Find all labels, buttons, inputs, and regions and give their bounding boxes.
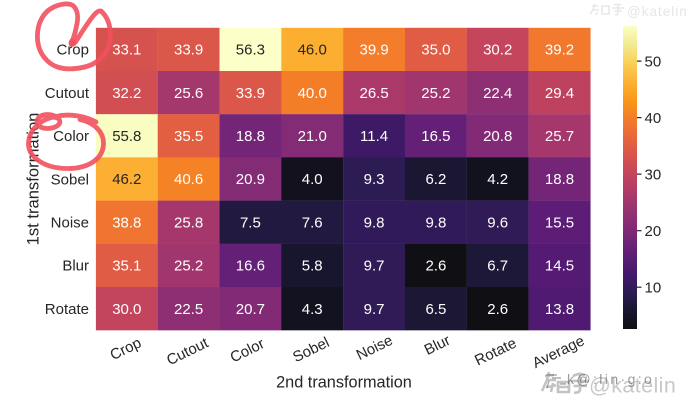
svg-text:56.3: 56.3 — [236, 42, 265, 59]
svg-text:6.7: 6.7 — [487, 258, 508, 275]
svg-text:9.3: 9.3 — [364, 171, 385, 188]
svg-text:20.7: 20.7 — [236, 301, 265, 318]
svg-text:30: 30 — [645, 166, 662, 183]
svg-text:Color: Color — [53, 128, 89, 145]
svg-text:11.4: 11.4 — [360, 128, 388, 145]
svg-text:2.6: 2.6 — [425, 258, 446, 275]
svg-text:@katelin: @katelin — [627, 4, 688, 19]
svg-text:39.9: 39.9 — [359, 42, 388, 59]
svg-text:7.6: 7.6 — [302, 214, 323, 231]
svg-text:33.1: 33.1 — [112, 42, 141, 59]
svg-text:35.0: 35.0 — [421, 42, 450, 59]
svg-text:16.6: 16.6 — [236, 258, 265, 275]
svg-text:30.0: 30.0 — [112, 301, 141, 318]
svg-text:9.7: 9.7 — [364, 258, 385, 275]
svg-text:30.2: 30.2 — [483, 42, 512, 59]
svg-text:33.9: 33.9 — [174, 42, 203, 59]
svg-text:35.5: 35.5 — [174, 128, 203, 145]
svg-text:Sobel: Sobel — [51, 171, 89, 188]
svg-text:18.8: 18.8 — [236, 128, 265, 145]
svg-text:46.0: 46.0 — [298, 42, 327, 59]
svg-text:Rotate: Rotate — [472, 335, 519, 370]
svg-text:6.2: 6.2 — [425, 171, 446, 188]
svg-text:Average: Average — [530, 332, 587, 372]
svg-text:25.2: 25.2 — [174, 258, 203, 275]
svg-text:55.8: 55.8 — [112, 128, 141, 145]
svg-text:Noise: Noise — [354, 332, 396, 364]
svg-text:k@:lin·g:o: k@:lin·g:o — [567, 371, 654, 387]
svg-text:13.8: 13.8 — [545, 301, 574, 318]
svg-text:6.5: 6.5 — [425, 301, 446, 318]
svg-text:9.7: 9.7 — [364, 301, 385, 318]
svg-text:20.8: 20.8 — [483, 128, 512, 145]
svg-text:4.2: 4.2 — [487, 171, 508, 188]
svg-text:40: 40 — [645, 110, 662, 127]
svg-text:5.8: 5.8 — [302, 258, 323, 275]
svg-text:@katelin: @katelin — [589, 374, 676, 398]
svg-text:7.5: 7.5 — [240, 214, 261, 231]
svg-text:4.0: 4.0 — [302, 171, 323, 188]
svg-text:26.5: 26.5 — [359, 85, 388, 102]
svg-text:40.0: 40.0 — [298, 85, 327, 102]
svg-text:20: 20 — [645, 223, 662, 240]
svg-text:Noise: Noise — [51, 215, 89, 232]
svg-text:9.8: 9.8 — [364, 214, 385, 231]
svg-text:Rotate: Rotate — [45, 301, 89, 318]
svg-text:22.5: 22.5 — [174, 301, 203, 318]
svg-text:33.9: 33.9 — [236, 85, 265, 102]
svg-text:22.4: 22.4 — [483, 85, 512, 102]
svg-text:39.2: 39.2 — [545, 42, 574, 59]
svg-text:Crop: Crop — [56, 42, 89, 59]
svg-text:21.0: 21.0 — [298, 128, 327, 145]
svg-text:9.6: 9.6 — [487, 214, 508, 231]
svg-text:14.5: 14.5 — [545, 258, 574, 275]
svg-text:Blur: Blur — [62, 258, 89, 275]
svg-text:10: 10 — [645, 280, 662, 297]
svg-text:25.7: 25.7 — [545, 128, 574, 145]
svg-text:15.5: 15.5 — [545, 214, 574, 231]
svg-text:46.2: 46.2 — [112, 171, 141, 188]
svg-text:4.3: 4.3 — [302, 301, 323, 318]
svg-text:38.8: 38.8 — [112, 214, 141, 231]
svg-text:25.8: 25.8 — [174, 214, 203, 231]
svg-text:29.4: 29.4 — [545, 85, 574, 102]
svg-text:20.9: 20.9 — [236, 171, 265, 188]
svg-text:Cutout: Cutout — [164, 334, 212, 369]
svg-text:16.5: 16.5 — [421, 128, 450, 145]
svg-text:Cutout: Cutout — [45, 85, 90, 102]
svg-text:50: 50 — [645, 53, 662, 70]
svg-text:Color: Color — [228, 335, 268, 366]
svg-text:2.6: 2.6 — [487, 301, 508, 318]
svg-text:32.2: 32.2 — [112, 85, 141, 102]
svg-text:2nd transformation: 2nd transformation — [276, 374, 412, 392]
svg-text:Sobel: Sobel — [290, 334, 332, 366]
svg-text:40.6: 40.6 — [174, 171, 203, 188]
svg-text:18.8: 18.8 — [545, 171, 574, 188]
svg-text:Blur: Blur — [422, 332, 453, 359]
svg-text:25.6: 25.6 — [174, 85, 203, 102]
svg-text:35.1: 35.1 — [112, 258, 141, 275]
svg-text:25.2: 25.2 — [421, 85, 450, 102]
svg-text:9.8: 9.8 — [425, 214, 446, 231]
svg-text:Crop: Crop — [107, 334, 144, 364]
